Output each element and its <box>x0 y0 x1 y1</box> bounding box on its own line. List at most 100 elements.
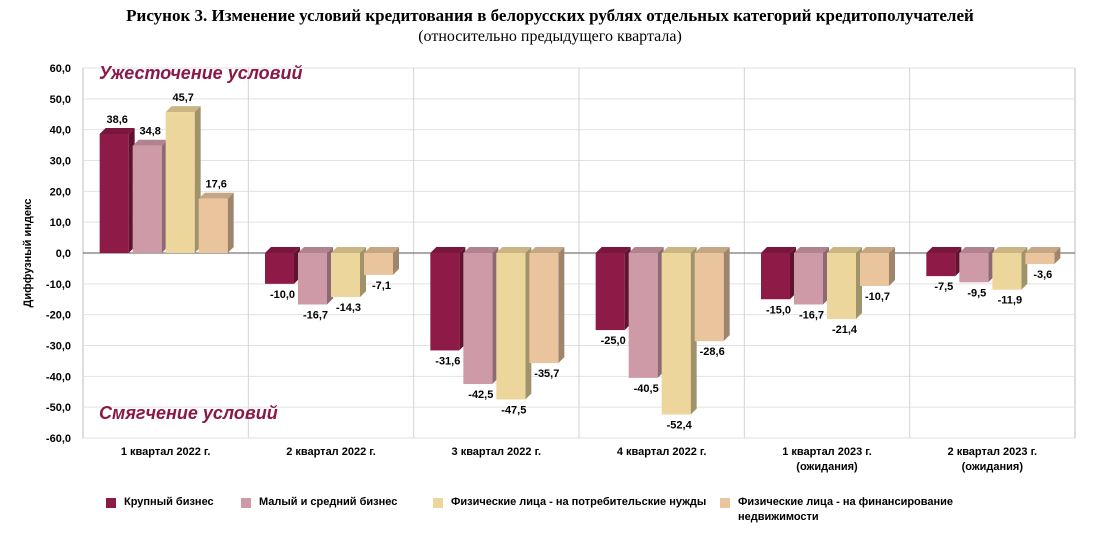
data-label: -25,0 <box>601 335 626 347</box>
x-tick-label: 2 квартал 2023 г. <box>948 446 1038 458</box>
data-label: -16,7 <box>799 309 824 321</box>
bar <box>761 253 790 300</box>
x-tick-label: 1 квартал 2023 г. <box>782 446 872 458</box>
data-label: -10,0 <box>270 289 295 301</box>
bar-top <box>430 247 466 253</box>
bar-top <box>132 139 168 146</box>
y-tick-label: -60,0 <box>46 433 71 445</box>
data-label: -9,5 <box>967 287 986 299</box>
bar <box>99 133 129 253</box>
chart-title: Рисунок 3. Изменение условий кредитовани… <box>126 6 974 25</box>
bar-top <box>463 247 499 253</box>
data-label: -21,4 <box>832 324 858 336</box>
bar-top <box>364 247 399 253</box>
bar-top <box>331 247 366 253</box>
bar <box>430 253 460 351</box>
bar-top <box>761 247 796 253</box>
data-label: -15,0 <box>766 304 791 316</box>
legend-label: Физические лица - на потребительские нуж… <box>451 496 707 508</box>
x-tick-label: (ожидания) <box>796 461 858 473</box>
data-label: -7,1 <box>372 280 391 292</box>
bar <box>794 253 823 305</box>
legend-label: Крупный бизнес <box>124 496 214 508</box>
bar <box>165 112 195 253</box>
bar-top <box>198 192 234 199</box>
bar <box>595 253 625 331</box>
x-tick-label: 2 квартал 2022 г. <box>286 446 376 458</box>
bar <box>529 253 559 364</box>
data-label: 38,6 <box>106 114 127 126</box>
data-label: -40,5 <box>634 383 659 395</box>
bar <box>694 253 724 342</box>
bar-top <box>992 247 1028 253</box>
x-tick-label: (ожидания) <box>962 461 1024 473</box>
legend-swatch <box>241 498 251 508</box>
annotation-easing: Смягчение условий <box>99 403 278 423</box>
bar <box>198 198 228 253</box>
bar-top <box>628 247 664 253</box>
y-tick-label: -20,0 <box>46 310 71 322</box>
legend-item-sme: Малый и средний бизнес <box>241 495 431 510</box>
bar-top <box>926 247 962 253</box>
bar <box>959 253 989 283</box>
x-tick-label: 3 квартал 2022 г. <box>452 446 542 458</box>
bar <box>463 253 493 385</box>
chart-legend: Крупный бизнес Малый и средний бизнес Фи… <box>106 495 1066 539</box>
bar-top <box>529 247 565 253</box>
bar-top <box>99 127 135 134</box>
data-label: -52,4 <box>667 420 693 432</box>
annotation-tightening: Ужесточение условий <box>99 63 303 83</box>
bar <box>265 253 294 284</box>
bar <box>132 145 162 253</box>
legend-item-consumer: Физические лица - на потребительские нуж… <box>433 495 723 510</box>
bar-top <box>298 247 333 253</box>
y-tick-label: -30,0 <box>46 341 71 353</box>
data-label: -47,5 <box>501 404 526 416</box>
bar <box>364 253 393 275</box>
bar-top <box>794 247 829 253</box>
y-axis-label: Диффузный индекс <box>22 199 34 308</box>
x-tick-label: 4 квартал 2022 г. <box>617 446 707 458</box>
legend-label: Физические лица - на финансирование недв… <box>738 496 954 523</box>
legend-item-large-business: Крупный бизнес <box>106 495 236 510</box>
data-label: -31,6 <box>435 355 460 367</box>
bar <box>298 253 327 305</box>
bar-top <box>1025 247 1061 253</box>
data-label: -35,7 <box>534 368 559 380</box>
bar <box>860 253 889 286</box>
bar-top <box>860 247 895 253</box>
data-label: -16,7 <box>303 309 328 321</box>
y-tick-label: 0,0 <box>56 248 71 260</box>
bar <box>926 253 956 277</box>
bar-top <box>959 247 995 253</box>
y-tick-label: 40,0 <box>50 125 71 137</box>
y-tick-label: 10,0 <box>50 217 71 229</box>
bar-side <box>393 247 399 275</box>
y-tick-label: 60,0 <box>50 63 71 75</box>
y-tick-label: -50,0 <box>46 402 71 414</box>
y-tick-label: -10,0 <box>46 279 71 291</box>
data-label: 45,7 <box>172 92 193 104</box>
data-label: -11,9 <box>998 295 1022 307</box>
bar-top <box>165 106 201 113</box>
data-label: 17,6 <box>205 179 226 191</box>
data-label: 34,8 <box>139 126 160 138</box>
data-label: -28,6 <box>700 346 725 358</box>
bar <box>992 253 1022 290</box>
data-label: -42,5 <box>468 389 493 401</box>
bar-top <box>661 247 697 253</box>
x-tick-label: 1 квартал 2022 г. <box>121 446 211 458</box>
data-label: -7,5 <box>934 281 953 293</box>
y-tick-label: -40,0 <box>46 371 71 383</box>
bar-side <box>889 247 895 286</box>
bar <box>496 253 526 400</box>
bar <box>661 253 691 415</box>
bar-top <box>694 247 730 253</box>
y-tick-label: 20,0 <box>50 186 71 198</box>
legend-swatch <box>720 498 730 508</box>
bar-chart: 60,0 50,0 40,0 30,0 20,0 10,0 0,0 -10,0 -20,0 -30… <box>22 63 1076 473</box>
bar-top <box>496 247 532 253</box>
y-tick-label: 30,0 <box>50 156 71 168</box>
bar-side <box>558 247 565 364</box>
bar <box>1025 253 1055 265</box>
